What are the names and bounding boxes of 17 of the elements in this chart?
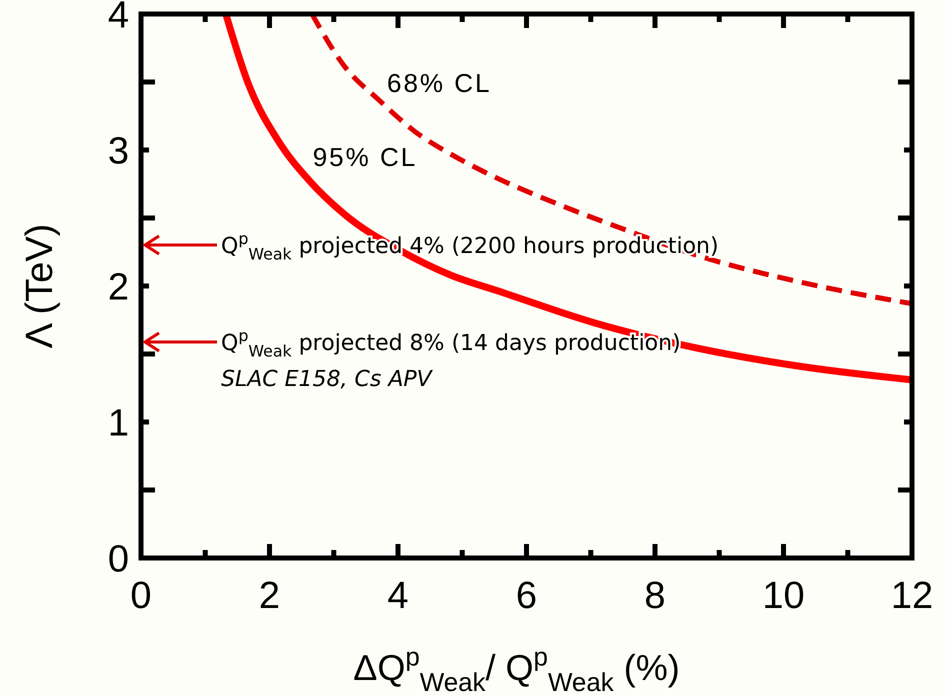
- x-tick-label: 4: [387, 575, 409, 617]
- x-tick-label: 2: [258, 575, 280, 617]
- x-tick-label: 6: [516, 575, 538, 617]
- y-tick-label: 3: [108, 130, 129, 172]
- series-label: 95% CL: [312, 142, 418, 172]
- y-tick-label: 2: [108, 266, 129, 308]
- y-tick-label: 1: [108, 402, 129, 444]
- series-label: 68% CL: [387, 68, 492, 98]
- x-tick-label: 10: [762, 575, 805, 617]
- annotation: Q$^{p}$$_{Weak}$ projected 8% (14 days production): [221, 326, 681, 361]
- x-tick-label: 12: [890, 575, 934, 617]
- annotation: SLAC E158, Cs APV: [221, 367, 434, 392]
- x-tick-label: 8: [644, 575, 666, 617]
- y-tick-label: 0: [108, 538, 129, 580]
- x-axis-title: ΔQ$^{p}$$_{Weak}$/ Q$^{p}$$_{Weak}$ (%): [353, 644, 680, 695]
- y-axis-title: Λ (TeV): [19, 224, 61, 348]
- y-tick-label: 4: [108, 0, 129, 36]
